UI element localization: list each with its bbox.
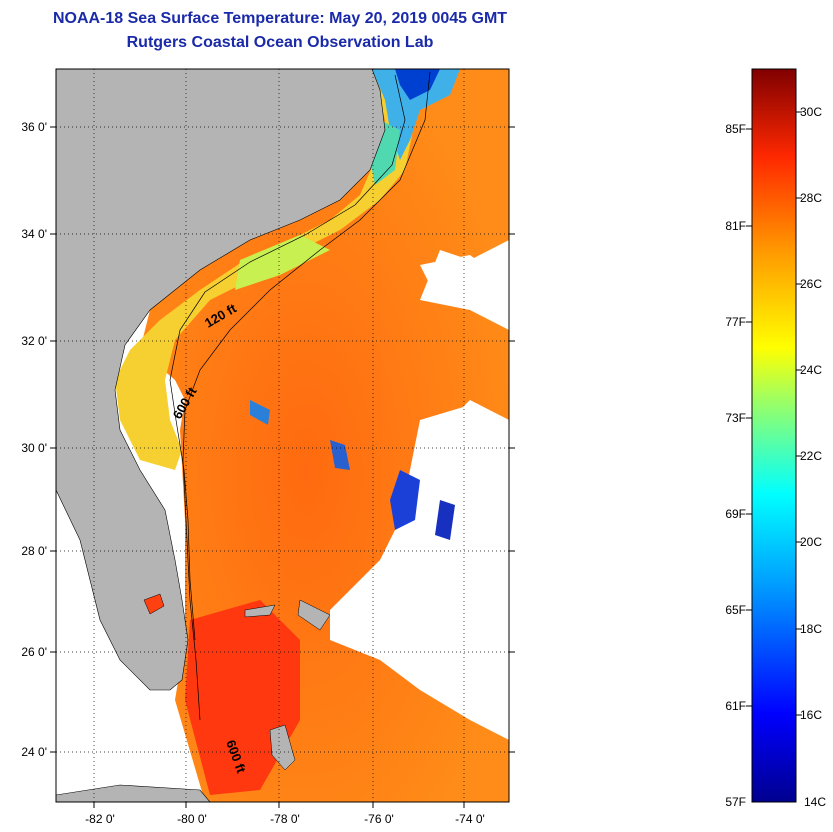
map-title: NOAA-18 Sea Surface Temperature: May 20,… bbox=[52, 10, 508, 27]
land-us-coast bbox=[56, 69, 386, 691]
colorbar-f-label: 61F bbox=[725, 699, 746, 713]
map-frame bbox=[55, 68, 510, 803]
cloud-patch bbox=[340, 405, 509, 660]
colorbar-f-label: 65F bbox=[725, 603, 746, 617]
cloud-patch bbox=[460, 650, 509, 720]
colorbar-f-label: 69F bbox=[725, 507, 746, 521]
lat-label: 32 0' bbox=[21, 334, 47, 348]
contour-600ft bbox=[182, 71, 431, 721]
shelf-water bbox=[235, 235, 330, 290]
cold-eddy bbox=[390, 470, 420, 530]
colorbar-c-label: 22C bbox=[800, 449, 822, 463]
lat-label: 30 0' bbox=[21, 441, 47, 455]
colorbar-c-label: 26C bbox=[800, 277, 822, 291]
colorbar-f-label: 73F bbox=[725, 411, 746, 425]
colorbar-f-label: 77F bbox=[725, 315, 746, 329]
cold-eddy bbox=[250, 400, 270, 425]
lon-label: -74 0' bbox=[455, 812, 485, 826]
lat-ticks bbox=[50, 126, 515, 808]
colorbar-c-label: 20C bbox=[800, 535, 822, 549]
lat-label: 26 0' bbox=[21, 645, 47, 659]
map-subtitle: Rutgers Coastal Ocean Observation Lab bbox=[126, 34, 434, 51]
colorbar-ticks bbox=[746, 111, 802, 716]
colorbar-c-label: 14C bbox=[804, 795, 826, 809]
lat-label: 28 0' bbox=[21, 544, 47, 558]
cold-eddy bbox=[435, 500, 455, 540]
lon-label: -82 0' bbox=[85, 812, 115, 826]
lon-label: -80 0' bbox=[177, 812, 207, 826]
lon-label: -76 0' bbox=[364, 812, 394, 826]
colorbar-f-label: 57F bbox=[725, 795, 746, 809]
cloud-patch bbox=[420, 255, 490, 290]
contour-120ft bbox=[169, 74, 406, 641]
land-cuba bbox=[56, 784, 211, 802]
cold-core bbox=[395, 69, 440, 100]
lat-label: 34 0' bbox=[21, 227, 47, 241]
colorbar bbox=[751, 68, 797, 803]
lat-label: 24 0' bbox=[21, 745, 47, 759]
colorbar-c-label: 30C bbox=[800, 105, 822, 119]
colorbar-c-label: 16C bbox=[800, 708, 822, 722]
lon-label: -78 0' bbox=[270, 812, 300, 826]
lat-label: 36 0' bbox=[21, 120, 47, 134]
island-grand-bahama bbox=[244, 604, 276, 618]
lake-okeechobee bbox=[143, 593, 165, 615]
colorbar-f-label: 85F bbox=[725, 122, 746, 136]
island-andros bbox=[269, 724, 296, 771]
colorbar-c-label: 18C bbox=[800, 622, 822, 636]
colorbar-c-label: 24C bbox=[800, 363, 822, 377]
map-area: 120 ft 600 ft 600 ft bbox=[56, 69, 509, 802]
cold-eddy bbox=[330, 440, 350, 470]
island-abaco bbox=[297, 599, 331, 631]
colorbar-f-label: 81F bbox=[725, 219, 746, 233]
colorbar-c-label: 28C bbox=[800, 191, 822, 205]
